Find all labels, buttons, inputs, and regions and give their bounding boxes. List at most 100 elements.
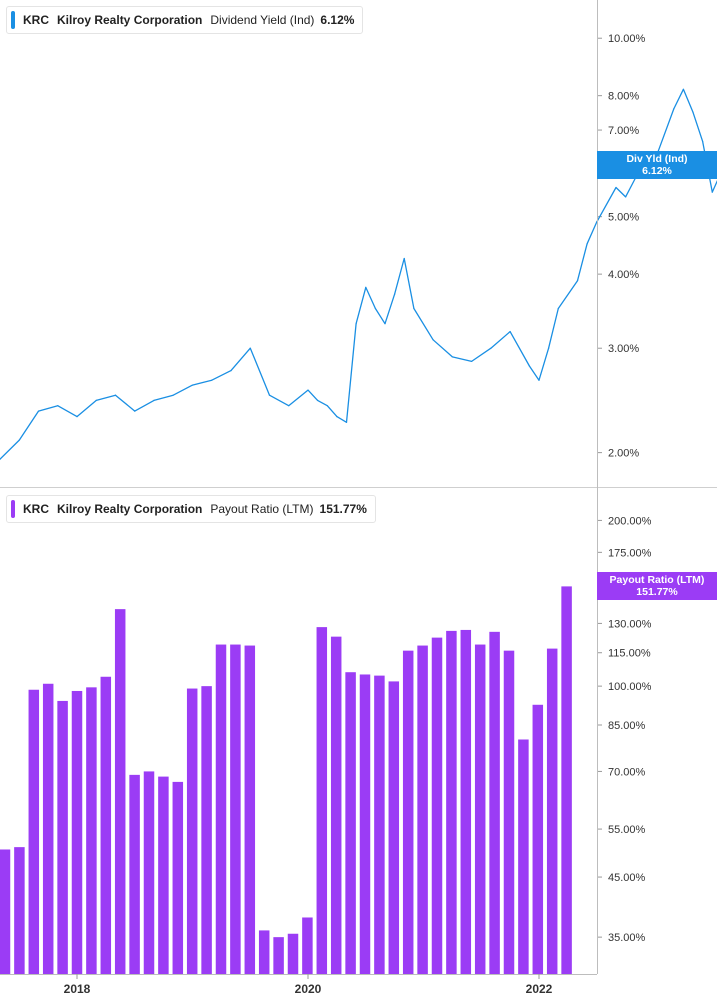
dividend-yield-price-badge: Div Yld (Ind) 6.12% (597, 150, 717, 179)
data-point (384, 323, 386, 325)
data-point (76, 416, 78, 418)
payout-bar (158, 776, 169, 974)
y-tick-label: 4.00% (608, 269, 639, 281)
data-point (230, 370, 232, 372)
data-point (172, 394, 174, 396)
y-tick-label: 115.00% (608, 648, 651, 660)
payout-bar (330, 636, 342, 974)
badge-label: Div Yld (Ind) (626, 152, 688, 165)
legend-swatch-purple (11, 500, 15, 518)
payout-bar (503, 650, 515, 974)
data-point (355, 323, 357, 325)
legend-value: 6.12% (320, 13, 355, 27)
payout-bar (201, 686, 212, 974)
dividend-yield-line (0, 88, 717, 460)
data-point (307, 389, 309, 391)
data-point (586, 243, 588, 245)
badge-value: 151.77% (636, 586, 678, 599)
payout-ratio-price-badge: Payout Ratio (LTM) 151.77% (597, 572, 717, 601)
payout-bar (28, 689, 40, 974)
payout-bar (287, 933, 299, 974)
payout-bar (244, 645, 256, 974)
payout-bar (460, 629, 472, 974)
data-point (374, 307, 376, 310)
data-point (702, 140, 704, 142)
data-point (114, 394, 117, 396)
payout-bar (100, 676, 112, 974)
legend-company: Kilroy Realty Corporation (57, 502, 203, 516)
data-point (451, 356, 453, 358)
payout-bar (359, 674, 371, 974)
legend-ticker: KRC (23, 13, 49, 27)
dividend-yield-legend[interactable]: KRC Kilroy Realty Corporation Dividend Y… (6, 6, 364, 34)
y-tick-label: 200.00% (608, 515, 652, 527)
payout-bar (14, 847, 25, 974)
y-tick-label: 8.00% (608, 91, 639, 103)
payout-bar (561, 586, 572, 974)
data-point (37, 410, 40, 412)
data-point (625, 196, 627, 198)
legend-metric: Payout Ratio (LTM) (210, 502, 314, 516)
payout-bar (518, 739, 529, 974)
payout-bar (546, 648, 558, 974)
y-tick-label: 70.00% (608, 766, 646, 778)
payout-bar (489, 631, 500, 974)
payout-bar (129, 774, 140, 974)
payout-bar (215, 644, 227, 974)
y-tick-label: 130.00% (608, 618, 652, 630)
data-point (95, 399, 97, 401)
payout-bar (532, 704, 544, 974)
data-point (471, 360, 473, 363)
payout-bar (388, 681, 400, 974)
data-point (490, 347, 492, 349)
y-tick-label: 175.00% (608, 547, 652, 559)
data-point (317, 399, 319, 401)
data-point (711, 191, 713, 193)
data-point (336, 416, 338, 418)
x-tick-label: 2018 (64, 982, 91, 996)
data-point (509, 331, 511, 333)
data-point (692, 111, 694, 113)
payout-bar (42, 683, 54, 974)
payout-bar (417, 645, 428, 974)
payout-bar (273, 937, 284, 974)
data-point (0, 458, 1, 460)
x-tick-label: 2022 (526, 982, 553, 996)
y-tick-label: 35.00% (608, 932, 646, 944)
data-point (538, 379, 540, 381)
data-point (153, 399, 155, 401)
payout-bar (86, 687, 97, 974)
data-point (326, 405, 328, 407)
legend-swatch-blue (11, 11, 15, 29)
payout-bar (143, 771, 155, 974)
data-point (18, 439, 20, 441)
legend-ticker: KRC (23, 502, 49, 516)
data-point (134, 410, 136, 412)
payout-bar (345, 672, 356, 974)
payout-bar (302, 917, 313, 974)
payout-bar (186, 688, 198, 974)
data-point (413, 307, 415, 310)
data-point (394, 293, 396, 295)
payout-bar (71, 690, 83, 974)
data-point (288, 405, 290, 407)
y-tick-label: 55.00% (608, 824, 646, 836)
data-point (576, 280, 579, 282)
data-point (557, 307, 559, 310)
badge-value: 6.12% (642, 164, 672, 177)
data-point (191, 384, 194, 386)
y-tick-label: 10.00% (608, 33, 646, 45)
data-point (57, 405, 59, 407)
data-point (615, 186, 617, 189)
y-tick-label: 2.00% (608, 448, 639, 460)
payout-bar (0, 849, 11, 974)
payout-bar (374, 675, 385, 974)
payout-bar (316, 627, 328, 974)
data-point (682, 88, 684, 90)
payout-bar (57, 700, 68, 974)
data-point (548, 347, 550, 349)
payout-bar (474, 644, 486, 974)
payout-ratio-legend[interactable]: KRC Kilroy Realty Corporation Payout Rat… (6, 495, 376, 523)
payout-bar (431, 637, 443, 974)
data-point (211, 379, 213, 381)
